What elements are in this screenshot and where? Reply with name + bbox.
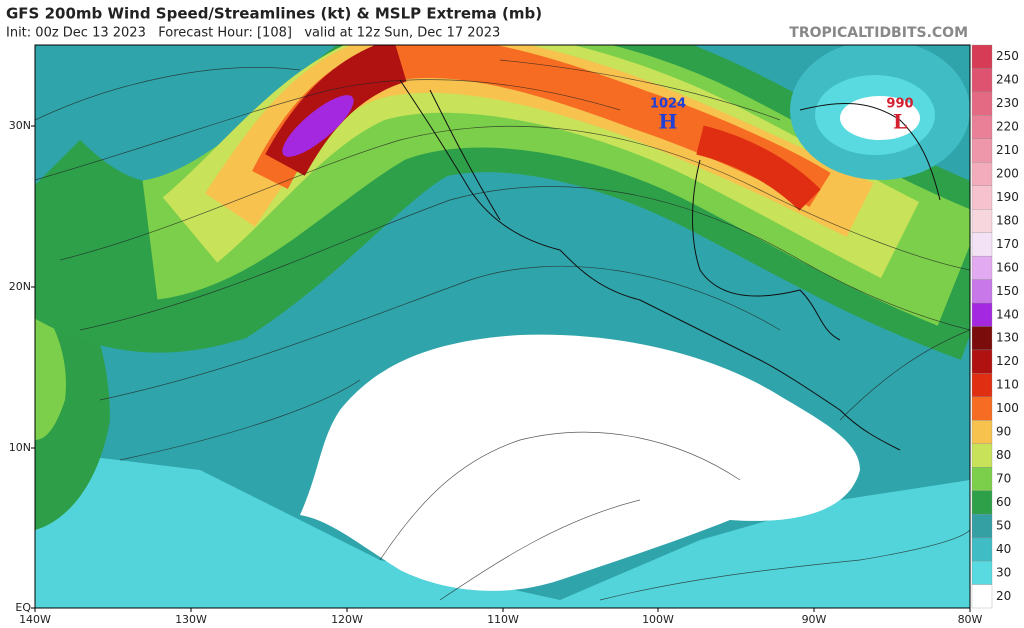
colorbar-swatch [971,279,993,304]
longitude-label: 110W [487,613,519,626]
colorbar-swatch [971,514,993,538]
longitude-label: 80W [958,613,983,626]
colorbar-label: 250 [996,49,1019,63]
colorbar-label: 170 [996,237,1019,251]
pressure-center-label: L [893,110,907,134]
title: GFS 200mb Wind Speed/Streamlines (kt) & … [6,5,542,23]
colorbar-swatch [971,115,993,139]
colorbar-label: 240 [996,73,1019,87]
colorbar-label: 160 [996,260,1019,274]
coastlines [399,79,941,451]
colorbar-swatch [971,443,993,468]
colorbar-swatch [971,302,993,327]
latitude-label: 10N [9,441,31,454]
colorbar-swatch [971,255,993,280]
colorbar-swatch [971,560,993,585]
colorbar-swatch [971,420,993,444]
colorbar-label: 80 [996,448,1011,462]
colorbar-label: 130 [996,331,1019,345]
colorbar-swatch [971,396,993,421]
colorbar-label: 50 [996,518,1011,532]
longitude-label: 120W [331,613,363,626]
pressure-value: 990 [886,97,913,112]
streamlines [35,59,970,601]
colorbar-swatch [971,185,993,210]
subtitle: Init: 00z Dec 13 2023 Forecast Hour: [10… [6,26,500,41]
colorbar-label: 230 [996,96,1019,110]
colorbar-label: 90 [996,425,1011,439]
colorbar-label: 200 [996,167,1019,181]
colorbar-label: 110 [996,378,1019,392]
colorbar-swatch [971,138,993,163]
colorbar-label: 190 [996,190,1019,204]
longitude-label: 140W [19,613,51,626]
colorbar-label: 70 [996,471,1011,485]
pressure-center-label: H [659,110,678,134]
colorbar-label: 140 [996,307,1019,321]
colorbar-label: 100 [996,401,1019,415]
latitude-label: EQ [15,601,31,614]
latitude-label: 30N [9,119,31,132]
colorbar-label: 60 [996,495,1011,509]
longitude-label: 130W [175,613,207,626]
pressure-value: 1024 [650,97,686,112]
colorbar-label: 30 [996,565,1011,579]
colorbar-swatch [971,349,993,374]
watermark: TROPICALTIDBITS.COM [789,25,968,41]
colorbar-swatch [971,209,993,233]
colorbar-label: 40 [996,542,1011,556]
colorbar-swatch [971,162,993,186]
colorbar-label: 180 [996,213,1019,227]
colorbar-label: 20 [996,589,1011,603]
colorbar-swatch [971,537,993,562]
colorbar-swatch [971,232,993,257]
colorbar-swatch [971,68,993,93]
colorbar-label: 120 [996,354,1019,368]
colorbar-swatch [971,44,993,69]
map-field [35,45,970,608]
colorbar-swatch [971,373,993,398]
longitude-label: 90W [802,613,827,626]
colorbar-swatch [971,584,993,609]
colorbar-swatch [971,91,993,116]
colorbar-label: 220 [996,120,1019,134]
colorbar-swatch [971,326,993,351]
longitude-label: 100W [642,613,674,626]
colorbar-label: 210 [996,143,1019,157]
latitude-label: 20N [9,280,31,293]
colorbar-swatch [971,467,993,491]
colorbar-label: 150 [996,284,1019,298]
colorbar-swatch [971,490,993,515]
